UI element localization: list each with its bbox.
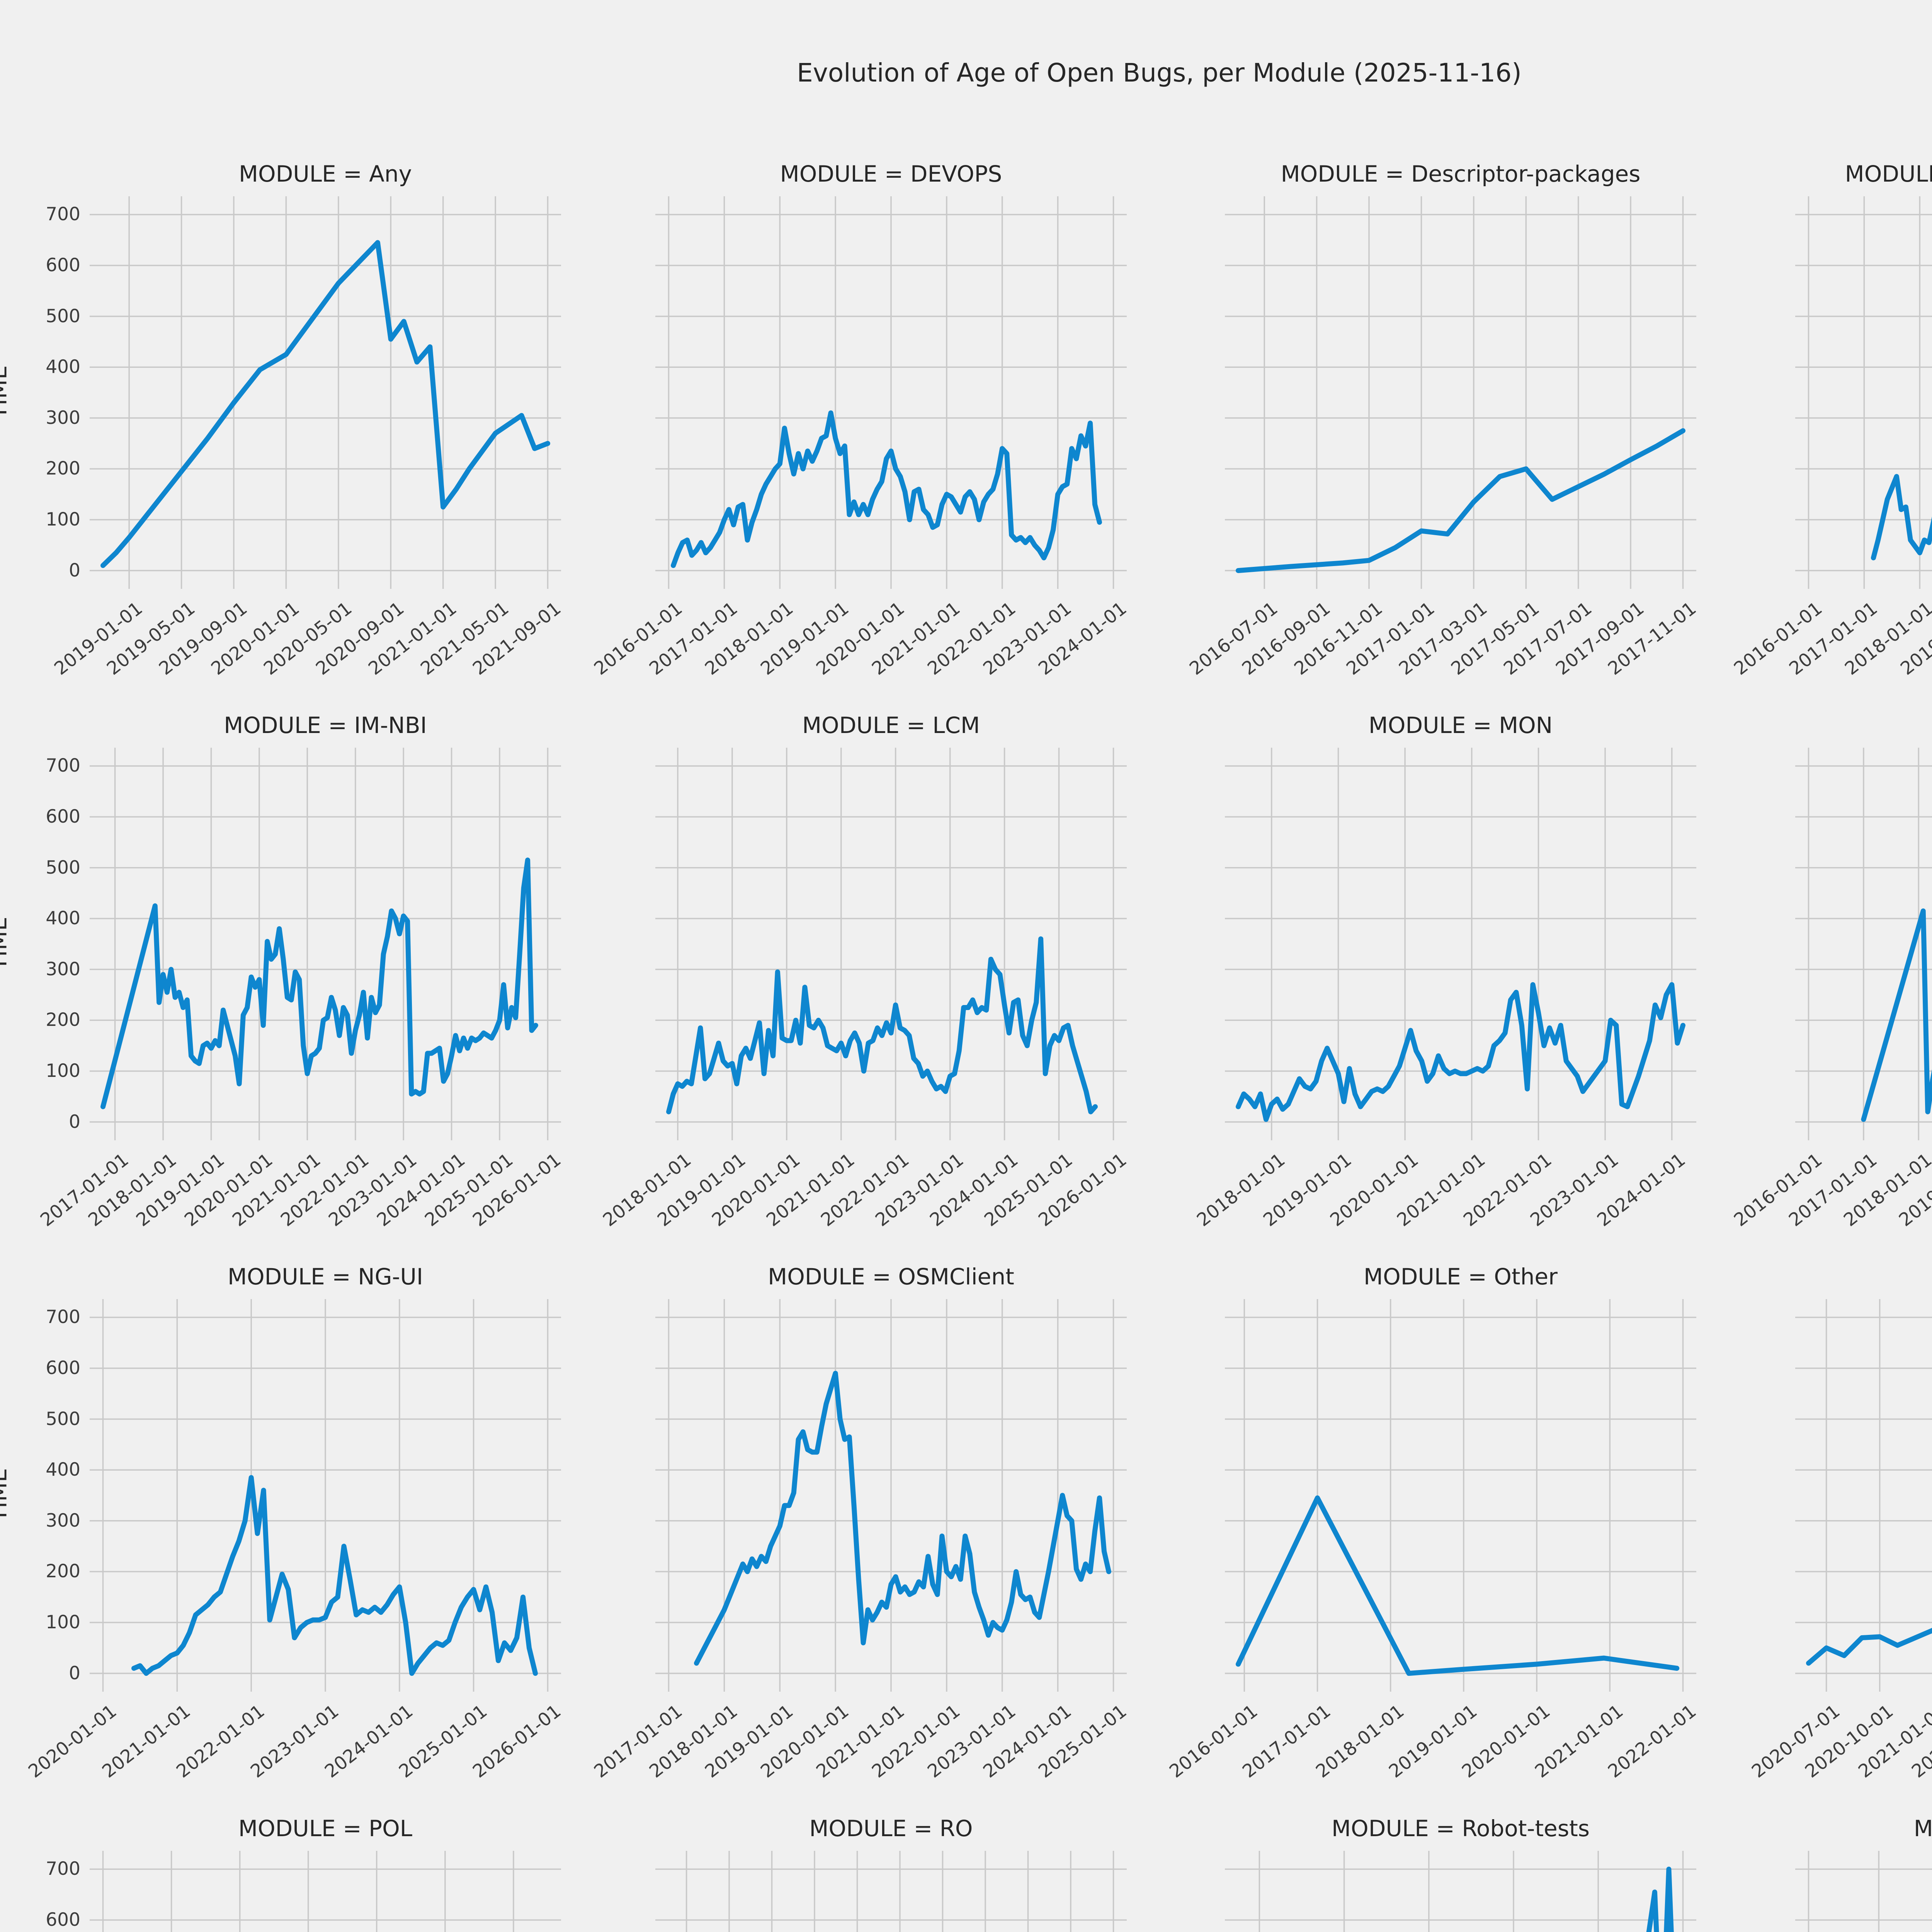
subplot-title-descriptor-packages: MODULE = Descriptor-packages	[1281, 161, 1641, 187]
y-axis-label: TIME	[0, 365, 12, 419]
subplot-title-documentation-wiki: MODULE = Documentation / Wiki	[1845, 161, 1932, 187]
series-line-robot-tests	[1646, 1866, 1674, 1932]
series-line-descriptor-packages	[1236, 428, 1685, 573]
y-axis-label: TIME	[0, 917, 12, 971]
chart-unknown	[1795, 1851, 1932, 1932]
chart-ng-ui	[90, 1299, 561, 1692]
subplot-title-robot-tests: MODULE = Robot-tests	[1332, 1815, 1590, 1842]
chart-lcm	[655, 748, 1127, 1140]
y-tick-label: 500	[46, 305, 80, 327]
chart-robot-tests	[1225, 1851, 1696, 1932]
y-tick-label: 500	[46, 1408, 80, 1430]
subplot-title-pol: MODULE = POL	[238, 1815, 413, 1842]
subplot-title-im-nbi: MODULE = IM-NBI	[224, 712, 427, 738]
subplot-title-devops: MODULE = DEVOPS	[780, 161, 1002, 187]
chart-other	[1225, 1299, 1696, 1692]
y-tick-label: 200	[46, 1009, 80, 1031]
y-tick-label: 200	[46, 458, 80, 480]
y-tick-label: 400	[46, 908, 80, 929]
y-tick-label: 500	[46, 857, 80, 878]
series-line-mon	[1236, 982, 1685, 1122]
subplot-title-other: MODULE = Other	[1364, 1264, 1558, 1290]
y-tick-label: 700	[46, 1306, 80, 1328]
y-tick-label: 600	[46, 254, 80, 276]
y-tick-label: 0	[69, 1111, 80, 1133]
subplot-title-ng-ui: MODULE = NG-UI	[227, 1264, 423, 1290]
subplot-title-mon: MODULE = MON	[1368, 712, 1553, 738]
chart-pla	[1795, 1299, 1932, 1692]
chart-pol	[90, 1851, 561, 1932]
chart-im-nbi	[90, 748, 561, 1140]
series-line-n2vc	[1861, 908, 1932, 1122]
series-line-any	[100, 240, 550, 568]
series-line-documentation-wiki	[1871, 474, 1932, 561]
y-tick-label: 200	[46, 1561, 80, 1582]
series-line-ng-ui	[131, 1475, 538, 1676]
subplot-title-pla: MODULE = PLA	[1795, 1264, 1932, 1290]
figure-title: Evolution of Age of Open Bugs, per Modul…	[797, 58, 1522, 88]
subplot-title-unknown: MODULE = Unknown	[1913, 1815, 1932, 1842]
chart-any	[90, 196, 561, 589]
y-axis-label: TIME	[0, 1468, 12, 1522]
y-tick-label: 100	[46, 1612, 80, 1633]
y-tick-label: 100	[46, 1060, 80, 1082]
y-tick-label: 600	[46, 1357, 80, 1379]
chart-ro	[655, 1851, 1127, 1932]
chart-descriptor-packages	[1225, 196, 1696, 589]
y-tick-label: 400	[46, 356, 80, 378]
series-line-pla	[1806, 1628, 1932, 1666]
chart-mon	[1225, 748, 1696, 1140]
subplot-title-n2vc: MODULE = N2VC	[1795, 712, 1932, 738]
series-line-osmclient	[694, 1371, 1111, 1666]
subplot-title-osmclient: MODULE = OSMClient	[768, 1264, 1014, 1290]
y-tick-label: 100	[46, 509, 80, 530]
y-tick-label: 0	[69, 1662, 80, 1684]
y-tick-label: 700	[46, 204, 80, 225]
y-tick-label: 600	[46, 1909, 80, 1930]
y-tick-label: 700	[46, 755, 80, 777]
y-tick-label: 300	[46, 958, 80, 980]
subplot-title-any: MODULE = Any	[239, 161, 412, 187]
y-tick-label: 700	[46, 1858, 80, 1880]
y-tick-label: 300	[46, 1510, 80, 1531]
chart-osmclient	[655, 1299, 1127, 1692]
chart-documentation-wiki	[1795, 196, 1932, 589]
series-line-lcm	[666, 936, 1098, 1114]
series-line-devops	[671, 410, 1102, 568]
series-line-im-nbi	[100, 857, 538, 1109]
y-tick-label: 0	[69, 560, 80, 581]
subplot-title-lcm: MODULE = LCM	[802, 712, 980, 738]
chart-devops	[655, 196, 1127, 589]
chart-n2vc	[1795, 748, 1932, 1140]
y-tick-label: 400	[46, 1459, 80, 1481]
subplot-title-ro: MODULE = RO	[809, 1815, 973, 1842]
series-line-other	[1236, 1495, 1680, 1676]
y-tick-label: 600	[46, 806, 80, 827]
y-tick-label: 300	[46, 407, 80, 429]
